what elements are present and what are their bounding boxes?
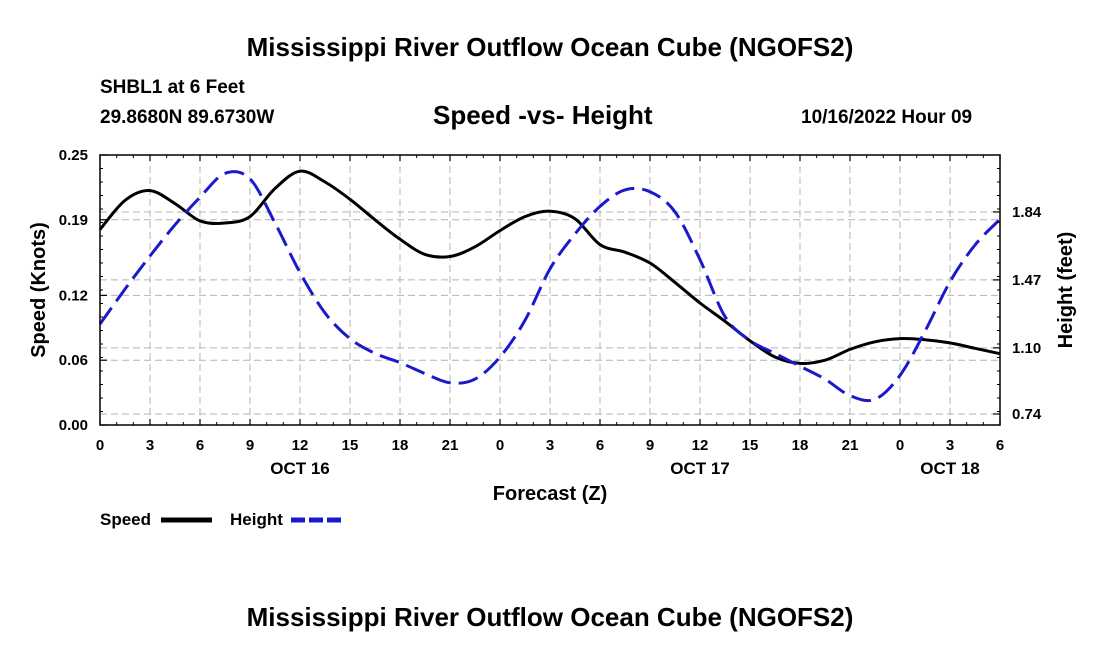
date-label: OCT 17	[670, 459, 730, 478]
x-axis-label: Forecast (Z)	[493, 483, 607, 505]
series-layer	[98, 169, 1002, 403]
x-tick-label: 15	[742, 437, 759, 454]
x-tick-label: 21	[442, 437, 459, 454]
x-tick-label: 0	[96, 437, 104, 454]
x-tick-label: 6	[996, 437, 1004, 454]
x-tick-label: 12	[292, 437, 309, 454]
speed-series-line	[98, 169, 1001, 366]
x-tick-label: 21	[842, 437, 859, 454]
x-tick-label: 6	[196, 437, 204, 454]
grid	[100, 155, 1000, 425]
y2-tick-label: 1.47	[1012, 272, 1041, 289]
x-tick-label: 18	[792, 437, 809, 454]
y-axis-label: Speed (Knots)	[28, 222, 50, 358]
y-tick-label: 0.12	[59, 287, 88, 304]
date-label: OCT 16	[270, 459, 330, 478]
y-tick-label: 0.00	[59, 417, 88, 434]
legend-height-label: Height	[230, 510, 283, 529]
y2-tick-label: 0.74	[1012, 406, 1042, 423]
date-label: OCT 18	[920, 459, 980, 478]
x-tick-label: 9	[246, 437, 254, 454]
chart-title: Mississippi River Outflow Ocean Cube (NG…	[246, 32, 854, 62]
y2-tick-label: 1.10	[1012, 340, 1041, 357]
legend-speed-label: Speed	[100, 510, 151, 529]
x-tick-label: 12	[692, 437, 709, 454]
x-tick-label: 3	[146, 437, 154, 454]
x-tick-label: 3	[946, 437, 954, 454]
x-tick-label: 18	[392, 437, 409, 454]
station-name: SHBL1 at 6 Feet	[100, 77, 245, 98]
forecast-datetime: 10/16/2022 Hour 09	[801, 107, 973, 128]
y-tick-label: 0.19	[59, 212, 88, 229]
y-tick-label: 0.06	[59, 352, 88, 369]
x-tick-label: 0	[896, 437, 904, 454]
y-tick-label: 0.25	[59, 147, 88, 164]
y2-tick-label: 1.84	[1012, 204, 1042, 221]
x-tick-label: 3	[546, 437, 554, 454]
axes: 0 3 6 9 12 15 18 21 0 3 6 9 12 15 18 21 0 3 6 OCT 16 OCT 17 O…	[59, 147, 1042, 478]
x-tick-label: 0	[496, 437, 504, 454]
x-tick-label: 6	[596, 437, 604, 454]
station-coords: 29.8680N 89.6730W	[100, 107, 275, 128]
height-series-line	[98, 170, 1002, 403]
x-tick-label: 15	[342, 437, 359, 454]
footer-title: Mississippi River Outflow Ocean Cube (NG…	[246, 602, 854, 632]
chart-subtitle: Speed -vs- Height	[433, 100, 653, 130]
x-tick-label: 9	[646, 437, 654, 454]
y2-axis-label: Height (feet)	[1055, 232, 1077, 349]
